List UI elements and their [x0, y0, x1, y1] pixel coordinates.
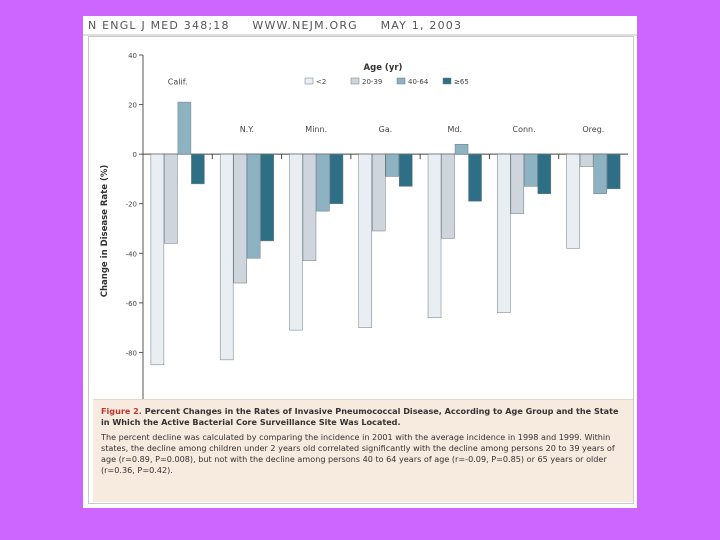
category-label: Conn. [512, 125, 535, 134]
bar [566, 153, 580, 249]
bar [579, 153, 594, 167]
bar [497, 153, 511, 314]
bar [191, 153, 205, 185]
running-header: N ENGL J MED 348;18 WWW.NEJM.ORG MAY 1, … [88, 17, 461, 34]
bar [246, 153, 261, 259]
category-label: N.Y. [240, 125, 254, 134]
bar [358, 153, 372, 328]
bar [233, 153, 247, 284]
y-tick-label: 0 [133, 151, 137, 159]
bar [329, 153, 344, 204]
legend-swatch [396, 77, 406, 85]
y-axis-label: Change in Disease Rate (%) [100, 165, 110, 298]
category-label: Calif. [168, 78, 188, 87]
legend-entry: <2 [316, 78, 326, 86]
caption-heading: Figure 2. Percent Changes in the Rates o… [101, 406, 625, 428]
y-tick-label: -80 [126, 349, 137, 357]
bar [150, 153, 165, 366]
y-tick-label: -20 [126, 201, 137, 209]
legend-title: Age (yr) [364, 63, 403, 73]
bar [593, 153, 607, 195]
header-rule [83, 34, 637, 36]
bar [510, 153, 525, 214]
bar [302, 153, 317, 261]
legend-entry: 20-39 [362, 78, 382, 86]
caption-body: The percent decline was calculated by co… [101, 432, 615, 475]
category-label: Ga. [379, 125, 393, 134]
bar [385, 153, 399, 177]
bar [427, 153, 442, 318]
caption-title: Percent Changes in the Rates of Invasive… [101, 406, 619, 427]
bar-chart: Change in Disease Rate (%) Age (yr) 40 20… [100, 52, 628, 407]
bar [524, 153, 538, 187]
figure-frame [88, 36, 634, 504]
bar [177, 101, 192, 155]
bar [289, 153, 303, 331]
bar [372, 153, 386, 232]
legend-swatch [304, 77, 314, 85]
y-tick-label: 40 [128, 52, 137, 60]
bar [468, 153, 482, 202]
bar [316, 153, 330, 212]
bar [441, 153, 455, 239]
bar [454, 143, 469, 155]
y-tick-label: 20 [128, 102, 137, 110]
legend-entry: ≥65 [454, 78, 469, 86]
bar [219, 153, 234, 361]
figure-label: Figure 2. [101, 406, 142, 416]
bar [260, 153, 274, 242]
bar [399, 153, 413, 187]
journal-url: WWW.NEJM.ORG [252, 19, 358, 32]
legend-swatch [442, 77, 452, 85]
legend-swatch [350, 77, 360, 85]
bar [164, 153, 178, 244]
journal-page: N ENGL J MED 348;18 WWW.NEJM.ORG MAY 1, … [83, 16, 637, 508]
legend-entry: 40-64 [408, 78, 429, 86]
journal-citation: N ENGL J MED 348;18 [88, 19, 230, 32]
issue-date: MAY 1, 2003 [380, 19, 463, 32]
y-tick-label: -40 [126, 250, 137, 258]
y-tick-label: -60 [126, 300, 137, 308]
figure-caption: Figure 2. Percent Changes in the Rates o… [93, 399, 633, 502]
category-label: Md. [448, 125, 463, 134]
category-label: Oreg. [582, 125, 604, 134]
bar [537, 153, 552, 195]
category-label: Minn. [305, 125, 327, 134]
bar [606, 153, 621, 190]
